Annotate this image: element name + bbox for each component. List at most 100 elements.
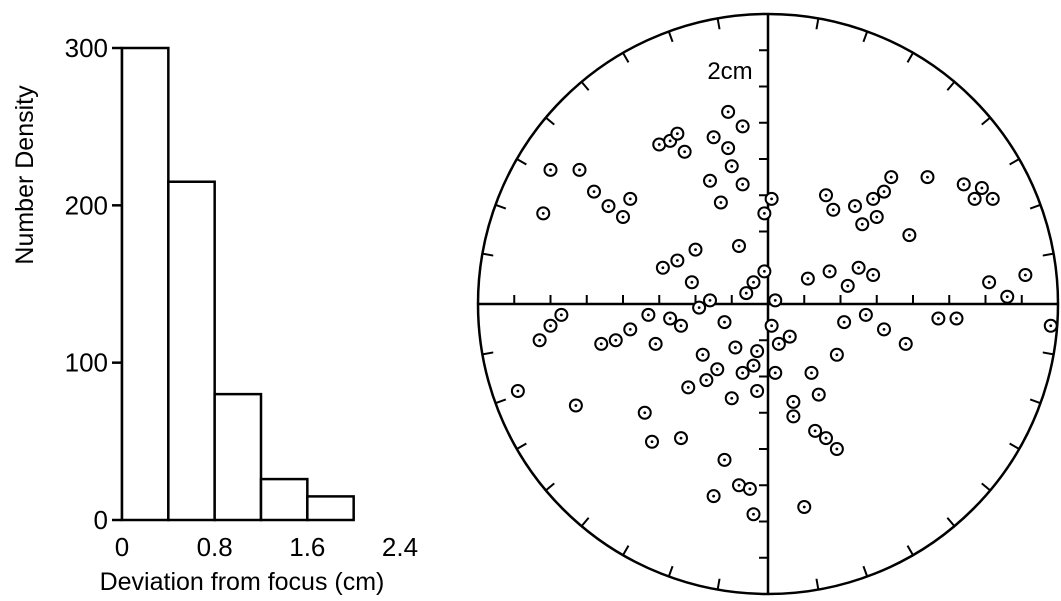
y-tick-label: 100 (65, 348, 108, 378)
scatter-point (829, 442, 844, 456)
scatter-point (746, 358, 761, 373)
rim-tick (815, 18, 820, 30)
scatter-point (684, 275, 699, 290)
scatter-point (746, 275, 761, 290)
scatter-point (572, 162, 587, 177)
rim-tick (545, 482, 555, 492)
scatter-point (768, 365, 783, 380)
scatter-point (674, 431, 688, 446)
rim-tick (1009, 158, 1020, 166)
y-tick-label: 300 (65, 33, 108, 63)
scatter-point (532, 333, 547, 348)
rim-tick (482, 351, 494, 356)
histogram-bar (306, 495, 355, 522)
scatter-point (848, 199, 862, 214)
scatter-point (764, 191, 779, 206)
scatter-point (594, 336, 609, 351)
rim-tick (1029, 398, 1041, 405)
rim-tick (946, 81, 956, 91)
scatter-point (829, 347, 844, 362)
scatter-point (637, 405, 652, 420)
histogram-bar (167, 180, 216, 522)
scatter-point (623, 191, 638, 206)
scatter-point (717, 315, 732, 330)
rim-tick (716, 18, 721, 30)
rim-tick (482, 252, 494, 257)
scatter-point (703, 173, 717, 188)
scatter-point (837, 315, 852, 330)
scatter-point (1000, 289, 1015, 304)
x-tick-label: 2.4 (382, 532, 418, 562)
scatter-point (750, 384, 765, 398)
rim-tick (815, 578, 820, 590)
scatter-point (568, 398, 583, 413)
scatter-point (706, 130, 721, 145)
scatter-point (1018, 268, 1033, 282)
scatter-point (982, 275, 997, 290)
scatter-point (858, 307, 873, 322)
scatter-point (674, 318, 688, 333)
scatter-point (728, 340, 743, 355)
rim-tick (516, 442, 527, 450)
scatter-point (1043, 318, 1058, 333)
rim-tick (862, 31, 869, 43)
y-tick-label: 200 (65, 190, 108, 220)
x-tick-label: 1.6 (289, 532, 325, 562)
scatter-point (757, 264, 772, 279)
scatter-point (655, 260, 670, 275)
scatter-point (819, 188, 833, 203)
scatter-points (510, 104, 1058, 522)
scatter-point (710, 362, 725, 377)
scatter-point (623, 322, 638, 337)
scatter-point (877, 184, 891, 199)
scatter-point (956, 177, 971, 192)
histogram-panel: 0 100 200 300 0 0.8 1.6 2.4 Deviation from foc… (11, 33, 418, 596)
scatter-point (735, 365, 750, 380)
focus-scatter-panel: 2cm (476, 12, 1060, 596)
scatter-point (797, 500, 812, 514)
scatter-point (724, 391, 739, 406)
scatter-point (717, 452, 732, 467)
scatter-point (840, 278, 855, 293)
rim-tick (906, 52, 914, 63)
rim-tick (1009, 442, 1020, 450)
scatter-point (641, 307, 656, 322)
scatter-point (866, 191, 881, 206)
scatter-point (713, 195, 728, 210)
scatter-point (645, 434, 659, 449)
rim-tick (906, 545, 914, 556)
histogram-bar (259, 477, 309, 522)
scatter-point (699, 373, 714, 388)
scatter-point (721, 104, 736, 119)
rim-ticks (482, 18, 1054, 590)
scatter-point (974, 181, 989, 195)
scatter-point (866, 268, 881, 282)
scatter-point (692, 300, 707, 315)
scatter-point (786, 409, 801, 424)
scatter-point (663, 311, 678, 326)
scatter-point (800, 271, 815, 286)
scatter-point (869, 210, 884, 224)
scatter-point (648, 336, 663, 351)
scatter-point (721, 141, 736, 156)
rim-tick (981, 116, 991, 126)
scatter-point (703, 293, 717, 308)
rim-tick (516, 158, 527, 166)
rim-tick (1042, 351, 1054, 356)
scatter-point (670, 126, 685, 141)
scatter-point (851, 260, 866, 275)
y-tick-label: 0 (94, 505, 108, 535)
scatter-point (920, 170, 935, 185)
x-tick-label: 0 (115, 532, 129, 562)
scatter-point (822, 264, 837, 279)
scatter-point (764, 318, 779, 333)
rim-tick (716, 578, 721, 590)
scatter-point (902, 228, 917, 243)
scatter-point (750, 344, 765, 359)
rim-tick (580, 517, 590, 527)
scatter-point (808, 423, 823, 438)
scatter-point (543, 162, 558, 177)
histogram-x-axis-label: Deviation from focus (cm) (100, 568, 385, 596)
scatter-point (677, 144, 692, 159)
